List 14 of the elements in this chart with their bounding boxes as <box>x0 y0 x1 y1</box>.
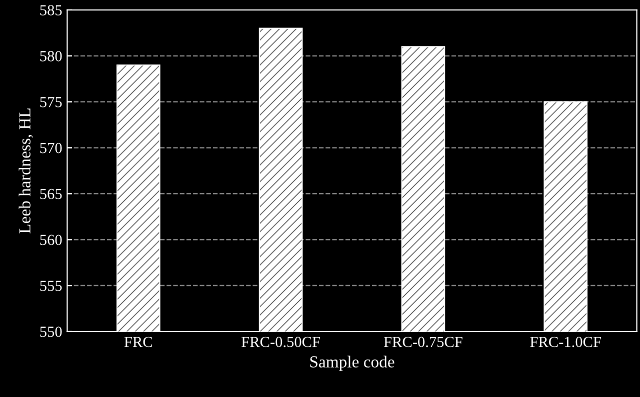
y-axis-title: Leeb hardness, HL <box>18 108 33 234</box>
x-axis-title: Sample code <box>310 356 394 371</box>
y-tick-label: 555 <box>40 280 62 292</box>
y-tick-label: 570 <box>40 142 62 154</box>
y-tick-label: 585 <box>40 5 62 16</box>
y-tick-label: 550 <box>40 326 62 337</box>
x-tick-label: FRC-0.75CF <box>384 336 462 348</box>
y-tick-label: 575 <box>40 97 62 108</box>
x-tick-label: FRC-0.50CF <box>242 336 320 348</box>
x-tick-label: FRC <box>124 336 152 348</box>
y-tick-label: 565 <box>40 188 62 200</box>
y-tick-label: 580 <box>40 51 62 62</box>
x-tick-label: FRC-1.0CF <box>530 336 601 348</box>
y-tick-label: 560 <box>40 234 62 246</box>
